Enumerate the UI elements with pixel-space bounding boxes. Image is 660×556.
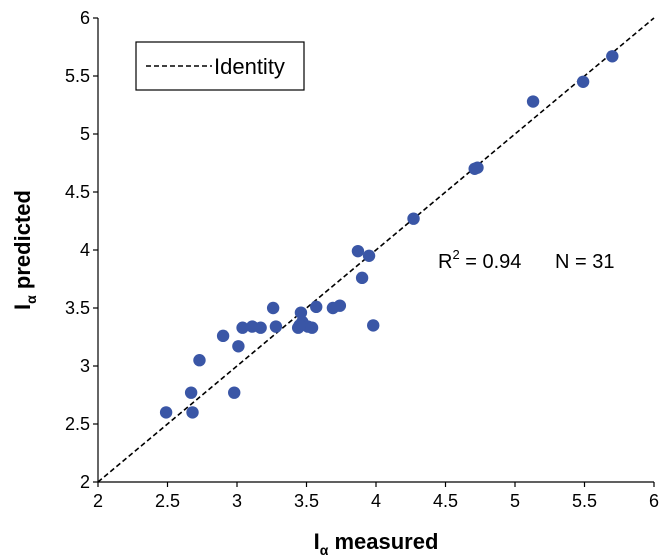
- data-point: [236, 321, 249, 334]
- data-point: [193, 354, 206, 367]
- data-point: [216, 329, 230, 343]
- legend-box: [135, 41, 305, 91]
- data-point: [471, 161, 484, 174]
- data-point: [293, 319, 306, 332]
- y-tick-label: 4.5: [65, 182, 90, 202]
- y-tick-label: 3: [80, 356, 90, 376]
- y-tick-labels: 2 2.5 3 3.5 4 4.5 5 5.5 6: [65, 8, 90, 492]
- x-tick-label: 5: [510, 491, 520, 511]
- x-axis-title-subscript: α: [320, 542, 329, 556]
- y-tick-label: 5.5: [65, 66, 90, 86]
- axis-ticks: [93, 17, 655, 487]
- x-tick-labels: 2 2.5 3 3.5 4 4.5 5 5.5 6: [93, 491, 659, 511]
- data-point: [269, 320, 283, 333]
- data-point: [305, 321, 319, 334]
- identity-reference-line: [97, 17, 655, 483]
- legend: Identity: [135, 41, 305, 91]
- r-squared-annotation: R2 = 0.94: [438, 247, 521, 273]
- data-point: [407, 212, 420, 225]
- r-squared-value: = 0.94: [460, 251, 522, 273]
- x-tick-label: 4.5: [433, 491, 458, 511]
- x-axis-title: Iα measured: [314, 529, 439, 556]
- y-axis-title-subscript: α: [23, 295, 39, 304]
- y-tick-label: 6: [80, 8, 90, 28]
- data-points: [159, 50, 619, 419]
- data-point: [576, 75, 590, 89]
- n-count-annotation: N = 31: [555, 251, 614, 273]
- x-tick-label: 3: [232, 491, 242, 511]
- y-tick-label: 5: [80, 124, 90, 144]
- data-point: [367, 319, 380, 332]
- data-point: [232, 340, 245, 353]
- r-squared-letter: R: [438, 251, 452, 273]
- x-axis-title-rest: measured: [328, 529, 438, 554]
- x-tick-label: 5.5: [572, 491, 597, 511]
- y-tick-label: 3.5: [65, 298, 90, 318]
- data-point: [266, 301, 280, 315]
- data-point: [362, 249, 376, 262]
- y-tick-label: 4: [80, 240, 90, 260]
- data-point: [159, 406, 173, 419]
- data-point: [294, 306, 308, 319]
- legend-label: Identity: [214, 54, 285, 79]
- data-point: [310, 300, 323, 314]
- x-tick-label: 6: [649, 491, 659, 511]
- x-tick-label: 2.5: [155, 491, 180, 511]
- y-tick-label: 2: [80, 472, 90, 492]
- data-point: [351, 244, 365, 258]
- data-point: [254, 321, 267, 334]
- data-point: [228, 386, 241, 399]
- data-point: [186, 406, 199, 419]
- r-squared-superscript: 2: [452, 247, 459, 262]
- y-axis-title: Iα predicted: [10, 190, 39, 310]
- x-tick-label: 3.5: [294, 491, 319, 511]
- x-tick-label: 4: [371, 491, 381, 511]
- data-point: [526, 95, 540, 108]
- x-axis-title-main: I: [314, 529, 320, 554]
- data-point: [184, 386, 198, 399]
- y-axis-title-main: I: [10, 304, 35, 310]
- y-axis-title-rest: predicted: [10, 190, 35, 295]
- data-point: [355, 271, 369, 285]
- x-tick-label: 2: [93, 491, 103, 511]
- data-point: [606, 50, 619, 63]
- data-point: [333, 299, 347, 312]
- y-tick-label: 2.5: [65, 414, 90, 434]
